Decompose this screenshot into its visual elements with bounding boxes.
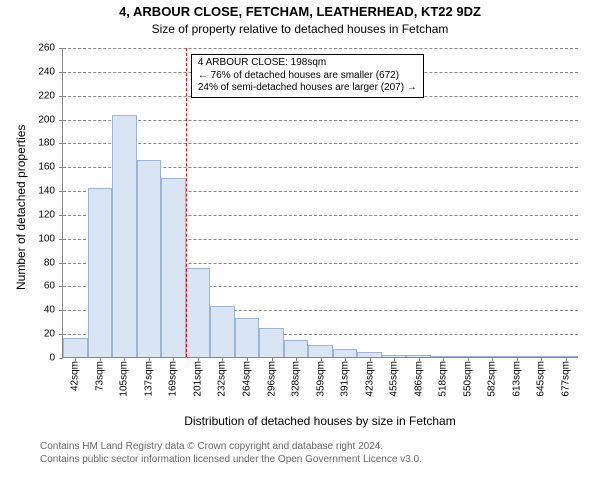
xtick-label: 486sqm — [413, 357, 424, 397]
ytick-label: 160 — [38, 162, 63, 173]
bar-slot: 105sqm — [112, 48, 137, 357]
xtick-label: 518sqm — [438, 357, 449, 397]
histogram-bar — [333, 349, 358, 357]
chart-infobox: 4 ARBOUR CLOSE: 198sqm ← 76% of detached… — [191, 54, 424, 98]
xtick-label: 328sqm — [291, 357, 302, 397]
ytick-label: 0 — [49, 353, 63, 364]
histogram-bar — [63, 338, 88, 357]
xtick-label: 296sqm — [266, 357, 277, 397]
ytick-label: 200 — [38, 114, 63, 125]
histogram-bar — [112, 115, 137, 357]
bar-slot: 169sqm — [161, 48, 186, 357]
xtick-label: 73sqm — [94, 357, 105, 391]
histogram-bar — [308, 345, 333, 357]
page-subtitle: Size of property relative to detached ho… — [0, 22, 600, 36]
reference-line — [186, 48, 187, 357]
ytick-label: 180 — [38, 138, 63, 149]
bar-slot: 645sqm — [529, 48, 554, 357]
xtick-label: 137sqm — [143, 357, 154, 397]
xtick-label: 582sqm — [487, 357, 498, 397]
y-axis-label: Number of detached properties — [14, 124, 28, 289]
histogram-bar — [137, 160, 162, 357]
x-axis-label: Distribution of detached houses by size … — [62, 414, 578, 428]
histogram-bar — [210, 306, 235, 357]
ytick-label: 100 — [38, 233, 63, 244]
bar-slot: 137sqm — [137, 48, 162, 357]
footer-attribution: Contains HM Land Registry data © Crown c… — [40, 440, 590, 466]
ytick-label: 240 — [38, 66, 63, 77]
xtick-label: 232sqm — [217, 357, 228, 397]
ytick-label: 220 — [38, 90, 63, 101]
histogram-bar — [186, 268, 211, 357]
xtick-label: 423sqm — [364, 357, 375, 397]
xtick-label: 550sqm — [462, 357, 473, 397]
xtick-label: 455sqm — [389, 357, 400, 397]
ytick-label: 120 — [38, 209, 63, 220]
infobox-line-3: 24% of semi-detached houses are larger (… — [198, 82, 417, 95]
page-title: 4, ARBOUR CLOSE, FETCHAM, LEATHERHEAD, K… — [0, 4, 600, 19]
xtick-label: 42sqm — [70, 357, 81, 391]
xtick-label: 105sqm — [119, 357, 130, 397]
ytick-label: 140 — [38, 186, 63, 197]
xtick-label: 359sqm — [315, 357, 326, 397]
infobox-line-2: ← 76% of detached houses are smaller (67… — [198, 70, 417, 83]
xtick-label: 169sqm — [168, 357, 179, 397]
xtick-label: 613sqm — [511, 357, 522, 397]
infobox-line-1: 4 ARBOUR CLOSE: 198sqm — [198, 57, 417, 70]
xtick-label: 264sqm — [241, 357, 252, 397]
xtick-label: 391sqm — [340, 357, 351, 397]
ytick-label: 20 — [44, 329, 63, 340]
footer-line-2: Contains public sector information licen… — [40, 453, 590, 466]
ytick-label: 60 — [44, 281, 63, 292]
histogram-bar — [88, 188, 113, 357]
bar-slot: 73sqm — [88, 48, 113, 357]
bar-slot: 582sqm — [480, 48, 505, 357]
xtick-label: 645sqm — [536, 357, 547, 397]
ytick-label: 260 — [38, 43, 63, 54]
bar-slot: 613sqm — [505, 48, 530, 357]
histogram-bar — [161, 178, 186, 357]
bar-slot: 550sqm — [456, 48, 481, 357]
histogram-bar — [259, 328, 284, 357]
histogram-bar — [284, 340, 309, 357]
bar-slot: 677sqm — [554, 48, 579, 357]
ytick-label: 80 — [44, 257, 63, 268]
footer-line-1: Contains HM Land Registry data © Crown c… — [40, 440, 590, 453]
ytick-label: 40 — [44, 305, 63, 316]
xtick-label: 201sqm — [192, 357, 203, 397]
xtick-label: 677sqm — [560, 357, 571, 397]
histogram-bar — [235, 318, 260, 357]
bar-slot: 518sqm — [431, 48, 456, 357]
bar-slot: 42sqm — [63, 48, 88, 357]
